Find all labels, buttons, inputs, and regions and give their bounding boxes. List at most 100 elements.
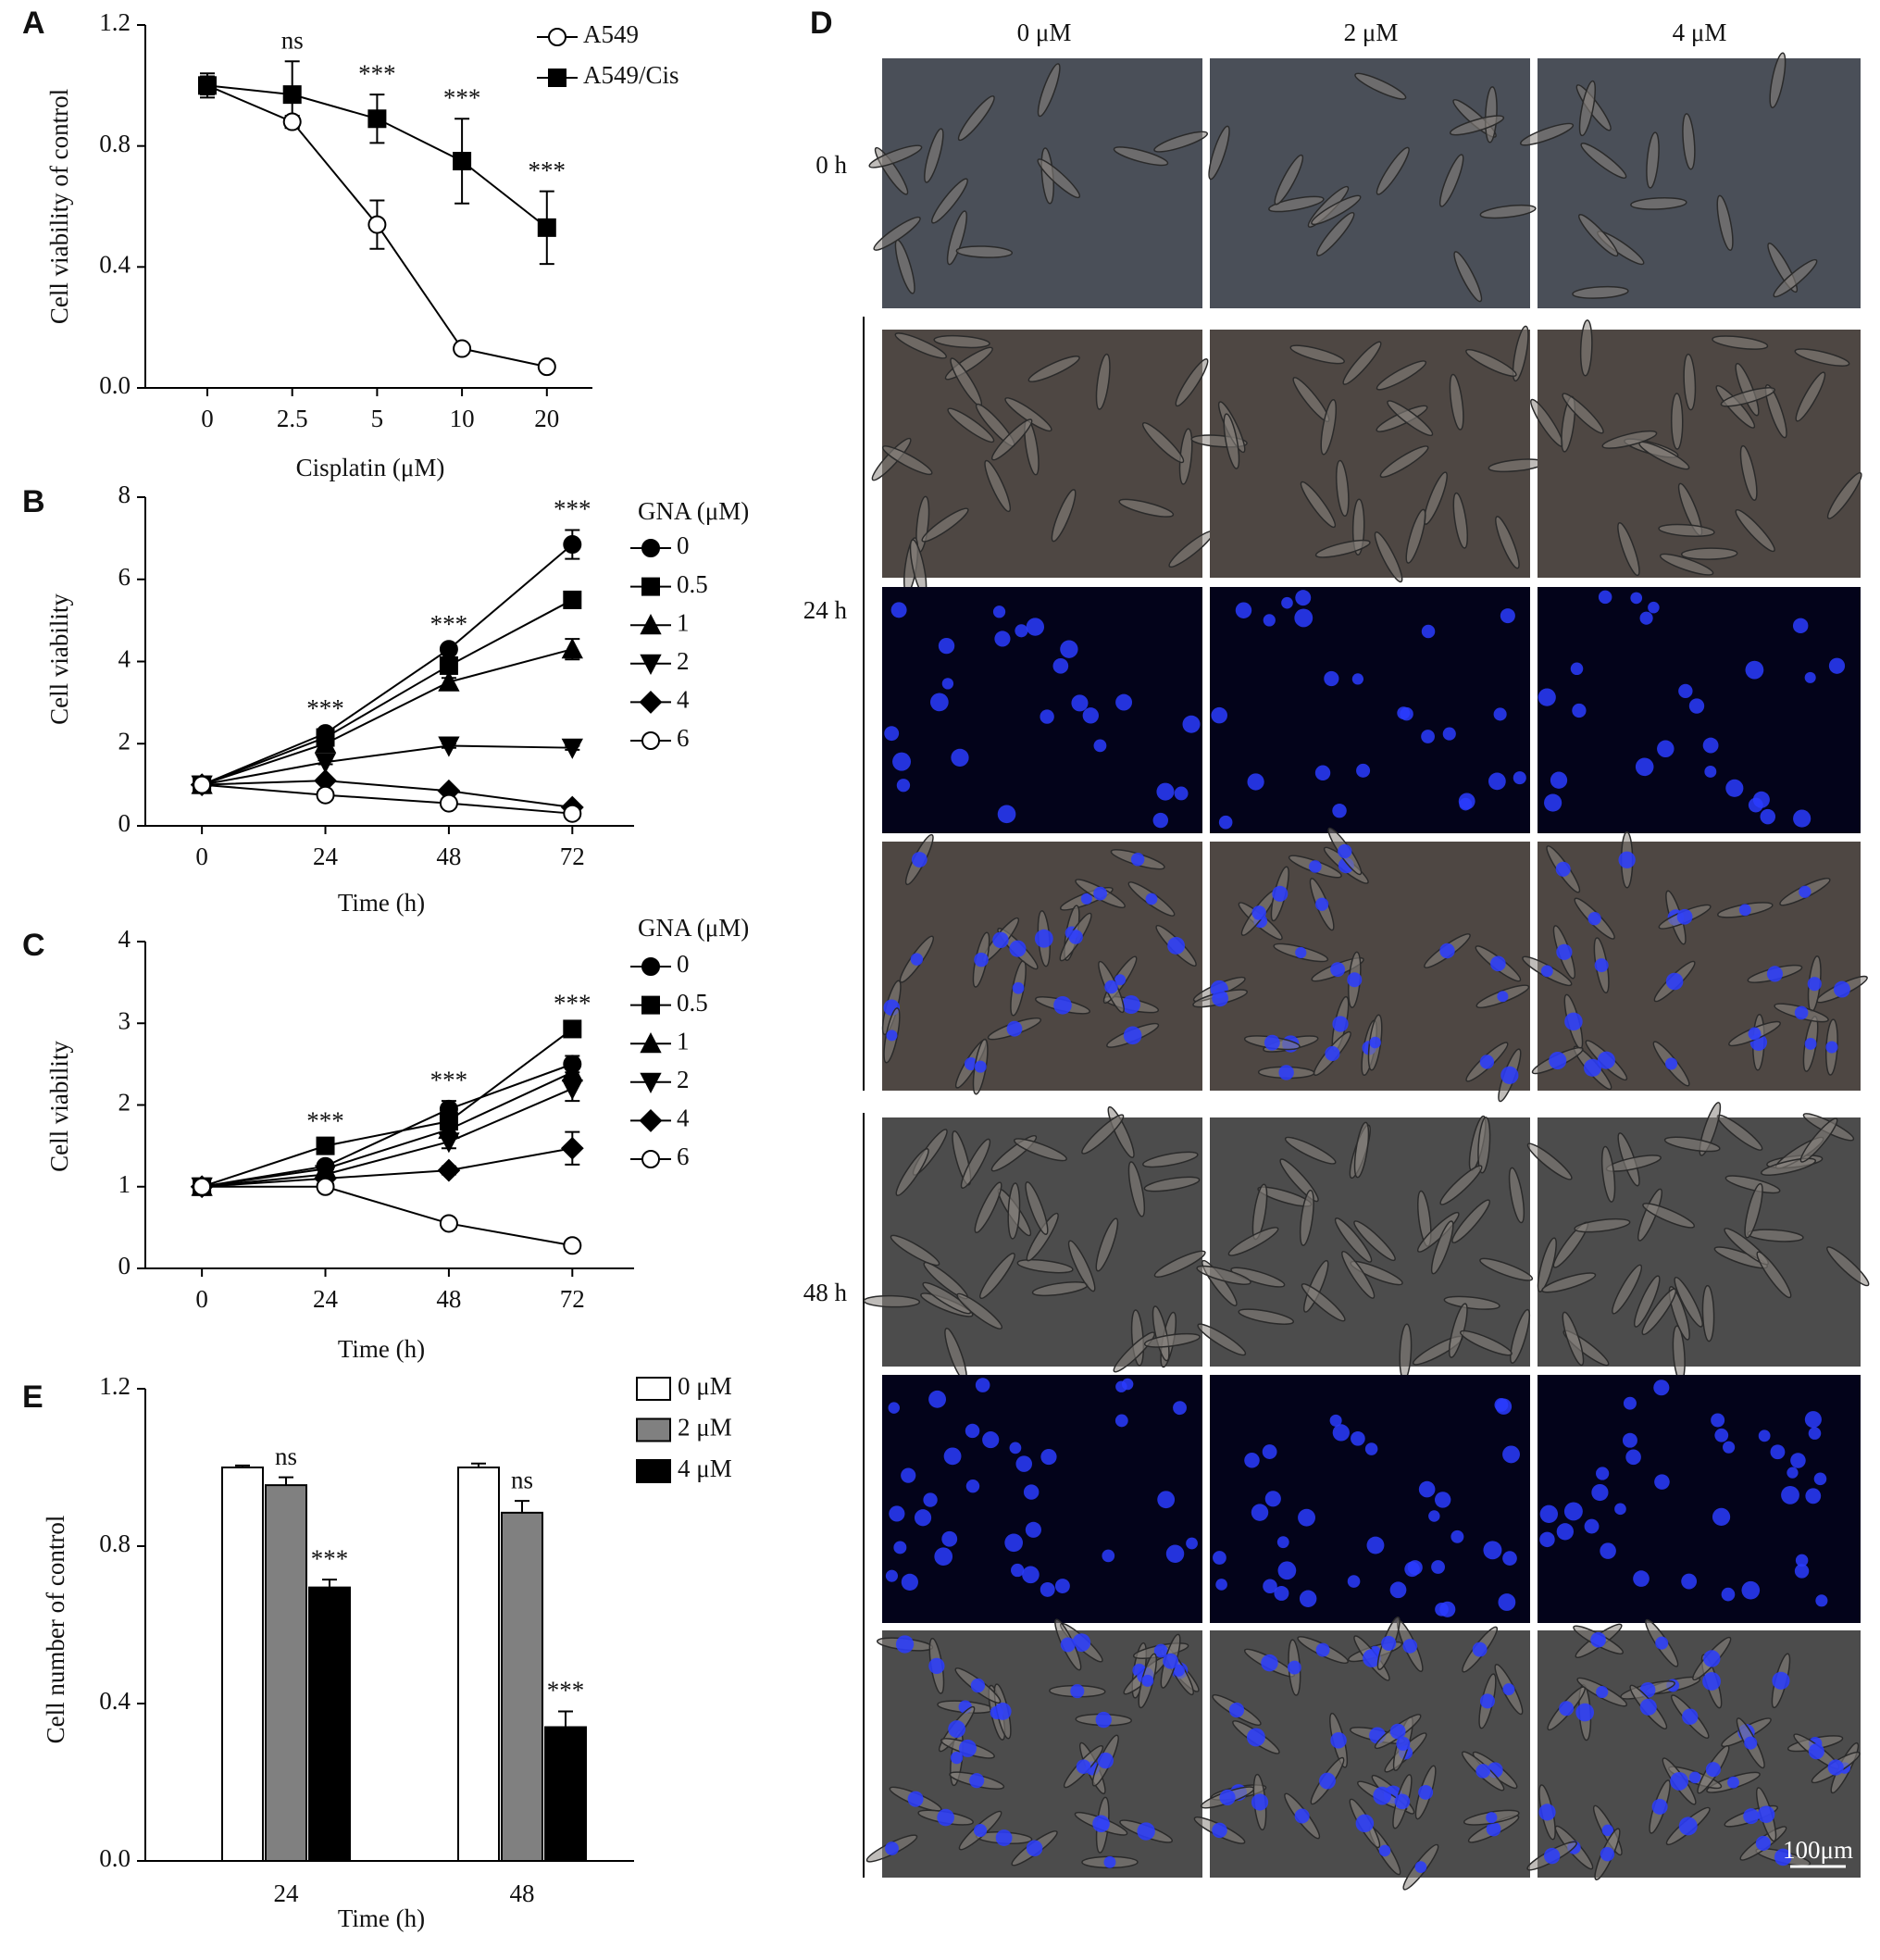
nucleus xyxy=(1704,766,1717,778)
cell xyxy=(956,1292,1003,1330)
cell xyxy=(1674,1276,1703,1328)
micrograph xyxy=(1208,58,1537,308)
nucleus xyxy=(1752,791,1770,808)
nucleus xyxy=(1653,1379,1670,1396)
cell xyxy=(947,407,995,443)
column-label: 0 μM xyxy=(1017,19,1072,46)
nucleus xyxy=(941,678,954,690)
nucleus xyxy=(1247,773,1264,791)
nucleus xyxy=(930,693,949,712)
cell xyxy=(1037,158,1081,199)
cell xyxy=(1081,1114,1125,1155)
marker xyxy=(439,640,458,659)
legend-label: 0 μM xyxy=(678,1372,732,1400)
nucleus xyxy=(1758,1429,1771,1442)
nucleus xyxy=(1093,739,1107,753)
nucleus xyxy=(1502,1445,1520,1464)
nucleus xyxy=(1294,608,1314,628)
nucleus xyxy=(1813,1472,1827,1486)
marker xyxy=(438,736,460,757)
cell xyxy=(1223,413,1240,469)
panel-label: E xyxy=(22,1379,44,1415)
nucleus xyxy=(1025,1521,1041,1538)
nucleus xyxy=(1651,1798,1668,1815)
nucleus xyxy=(941,1530,958,1547)
micrograph xyxy=(863,1105,1206,1382)
micrograph xyxy=(1526,1102,1870,1382)
cell xyxy=(1354,72,1407,100)
marker xyxy=(438,670,460,692)
error-bar xyxy=(322,1579,337,1588)
nucleus xyxy=(1472,1642,1488,1657)
nucleus xyxy=(1264,1491,1281,1507)
nucleus xyxy=(1414,1861,1427,1874)
cell xyxy=(1016,1258,1074,1274)
nucleus xyxy=(1072,1633,1091,1653)
cell xyxy=(1562,1311,1585,1367)
row-label: 24 h xyxy=(803,596,848,624)
row-label: 0 h xyxy=(815,151,847,179)
legend-label: 6 xyxy=(677,724,690,752)
cell xyxy=(1376,360,1427,391)
series-line xyxy=(202,1147,573,1188)
nucleus xyxy=(1702,737,1719,754)
x-tick-label: 48 xyxy=(436,1285,461,1313)
nucleus xyxy=(1490,955,1506,972)
nucleus xyxy=(1276,1536,1289,1549)
cell xyxy=(1794,348,1850,367)
cell xyxy=(933,334,990,349)
nucleus xyxy=(970,1678,986,1693)
cell xyxy=(1617,521,1640,577)
nucleus xyxy=(937,1808,954,1827)
cell xyxy=(1520,122,1575,146)
nucleus xyxy=(973,1824,988,1838)
nucleus xyxy=(1156,782,1175,801)
cell xyxy=(1479,204,1537,219)
nucleus xyxy=(1325,1045,1340,1062)
nucleus xyxy=(1594,958,1609,973)
significance: *** xyxy=(430,1066,468,1093)
nucleus xyxy=(1828,657,1846,674)
nucleus xyxy=(928,1390,947,1408)
cell xyxy=(1682,113,1696,170)
marker xyxy=(537,218,556,237)
series-line xyxy=(202,1185,573,1247)
cell xyxy=(924,128,944,183)
legend-marker xyxy=(641,539,660,557)
cell xyxy=(1739,444,1758,502)
nucleus xyxy=(1264,1034,1280,1051)
marker xyxy=(453,339,472,358)
nucleus xyxy=(1618,851,1636,868)
legend-label: 0.5 xyxy=(677,989,708,1017)
micrograph xyxy=(1210,1375,1530,1623)
error-bar xyxy=(558,1710,573,1728)
nucleus xyxy=(1272,885,1289,902)
cell xyxy=(1744,1182,1763,1239)
micrograph xyxy=(871,330,1214,595)
nucleus xyxy=(958,1739,977,1757)
nucleus xyxy=(1418,1480,1436,1498)
nucleus xyxy=(1614,1503,1626,1516)
nucleus xyxy=(1442,727,1456,741)
cell xyxy=(1143,1176,1201,1192)
cell xyxy=(1067,1240,1096,1292)
bar xyxy=(265,1484,307,1862)
cell xyxy=(1795,371,1826,422)
x-tick-label: 24 xyxy=(274,1879,300,1907)
nucleus xyxy=(1549,1052,1567,1070)
nucleus xyxy=(1723,1441,1736,1454)
nucleus xyxy=(1054,1579,1070,1593)
x-tick-label: 20 xyxy=(534,405,559,432)
micrograph xyxy=(1538,587,1861,833)
legend-marker xyxy=(639,1108,663,1132)
nucleus xyxy=(1702,1672,1721,1691)
cell xyxy=(984,459,1012,513)
nucleus xyxy=(1167,937,1186,955)
nucleus xyxy=(1556,943,1573,960)
nucleus xyxy=(1022,1566,1040,1584)
marker xyxy=(282,85,302,105)
y-tick-label: 8 xyxy=(118,481,131,508)
nucleus xyxy=(1324,670,1339,687)
nucleus xyxy=(1299,1590,1317,1607)
micrograph-background xyxy=(1210,58,1530,308)
